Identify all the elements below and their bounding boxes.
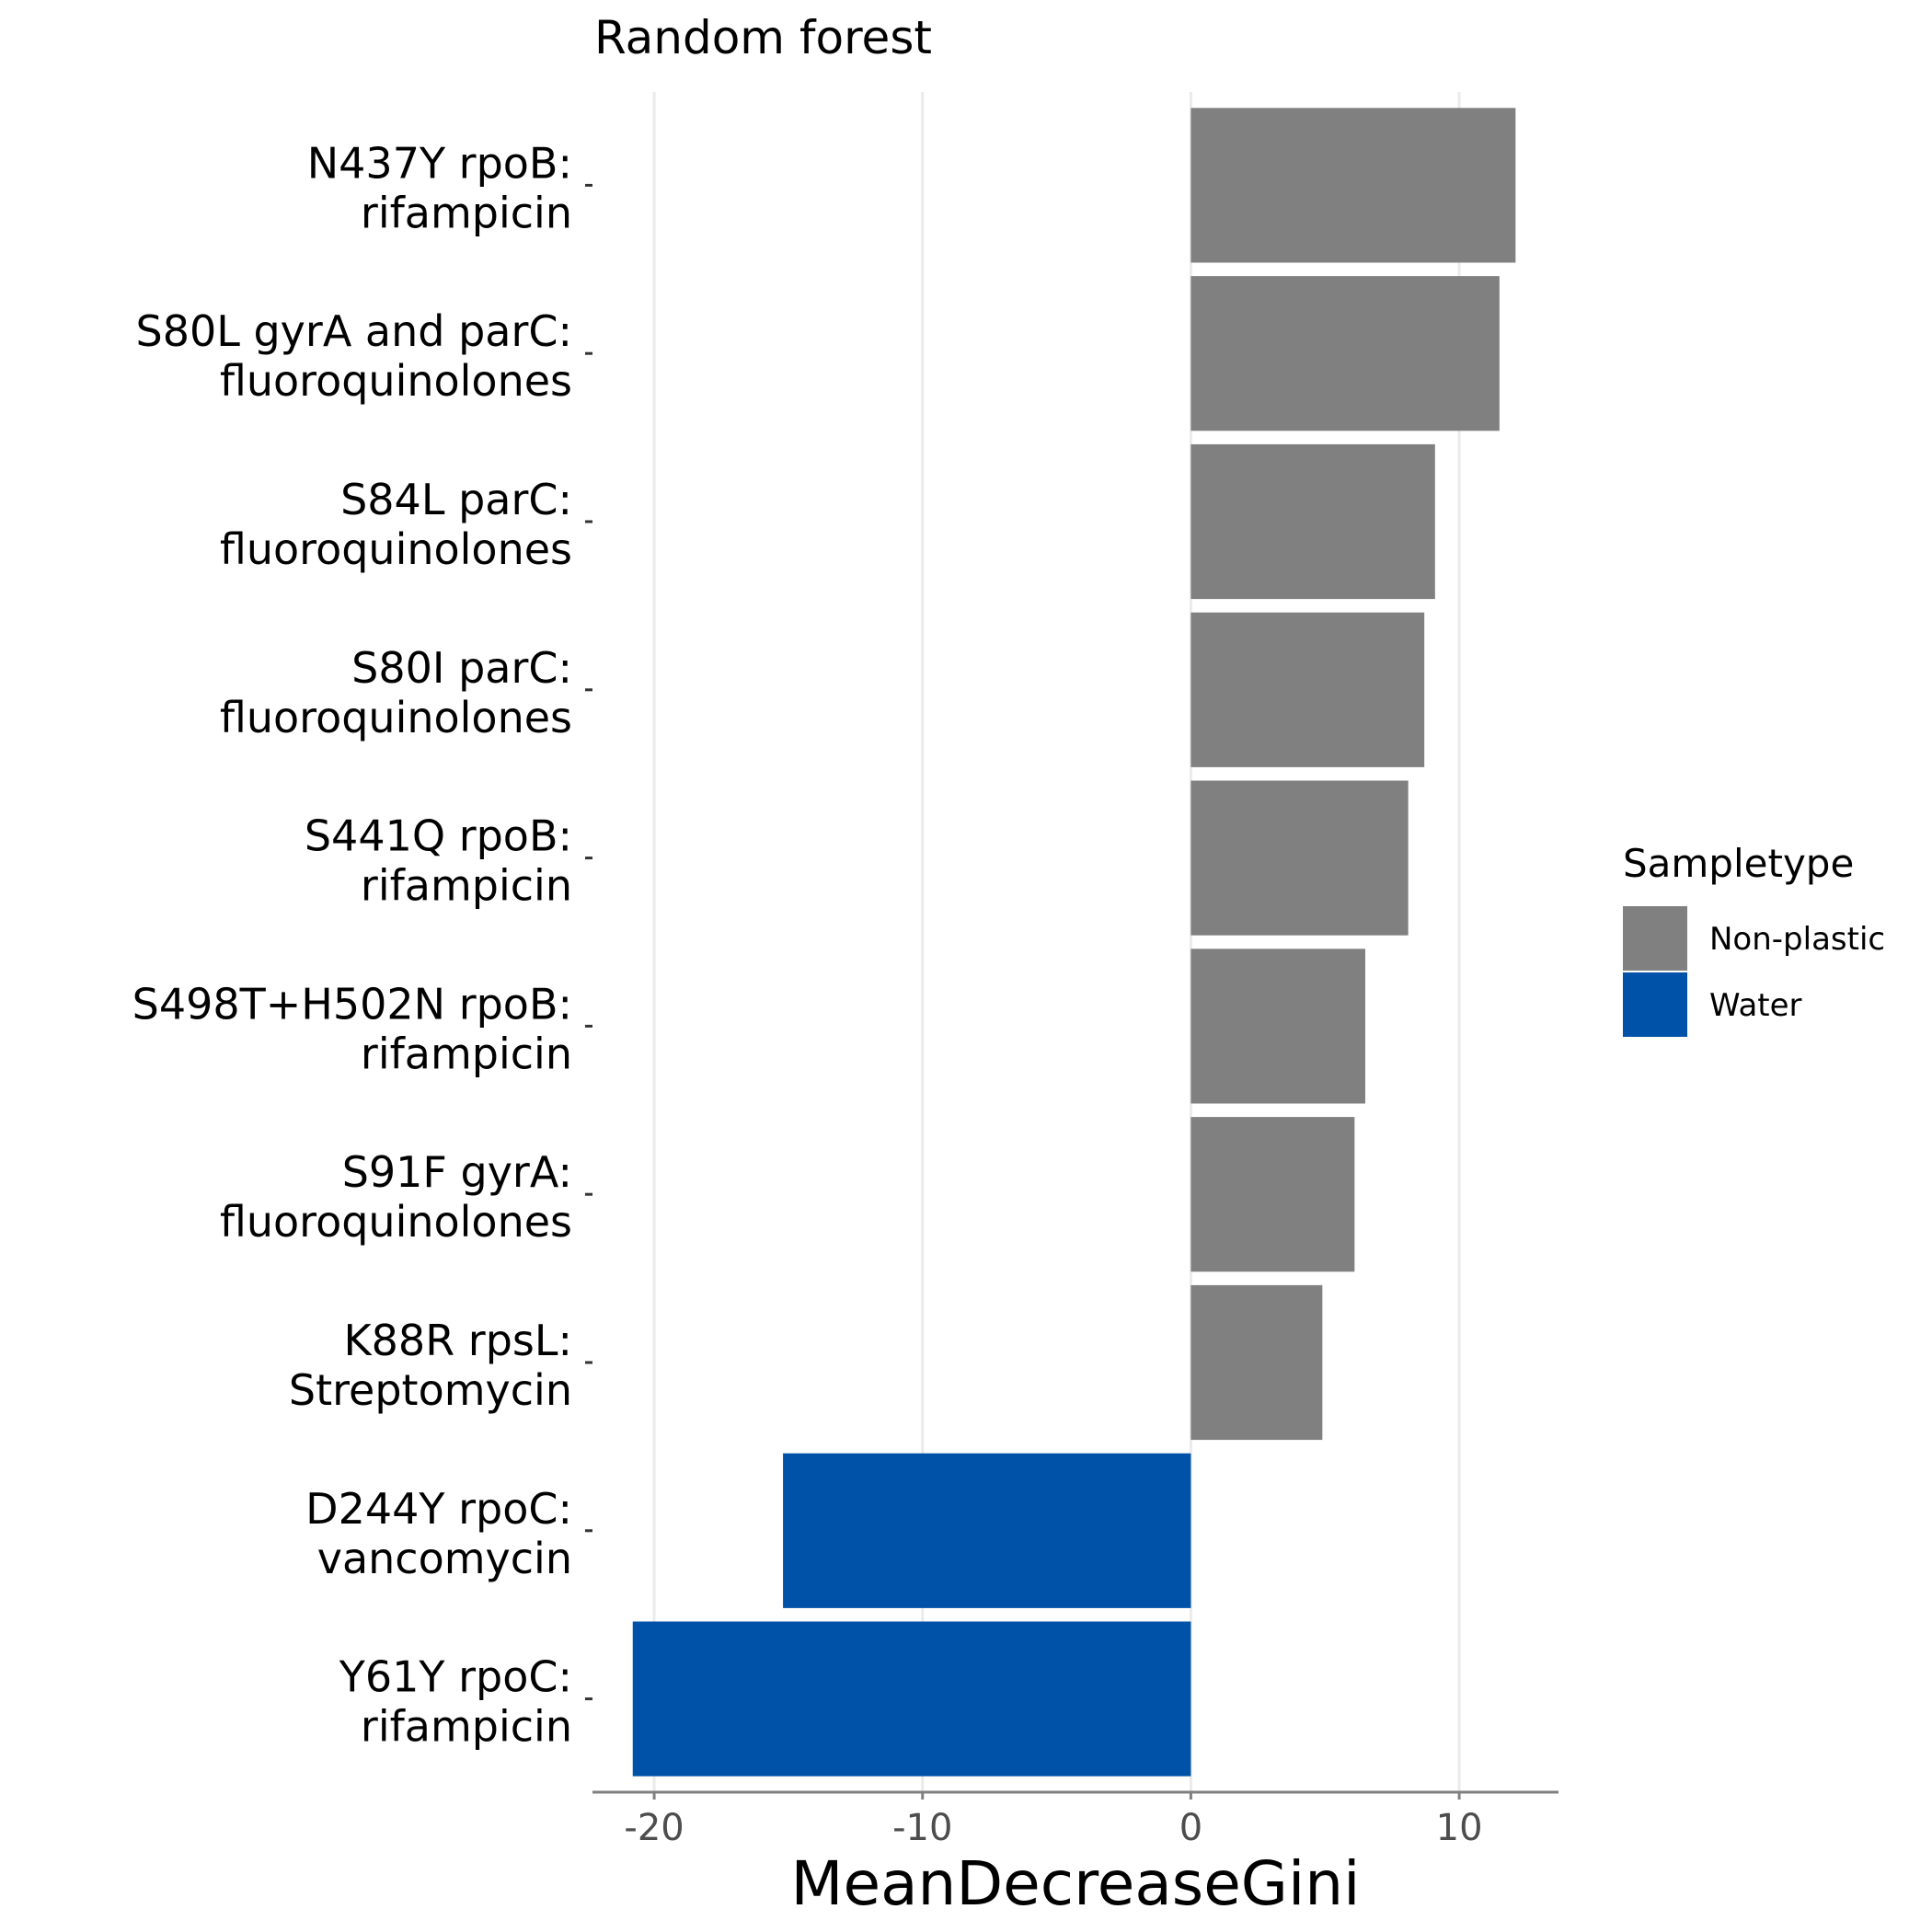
category-label-line1: K88R rpsL: [344, 1316, 573, 1365]
x-tick-label: -20 [624, 1807, 684, 1849]
category-label-line2: rifampicin [361, 1702, 572, 1752]
category-label-line2: rifampicin [361, 861, 572, 911]
legend-swatch-water [1623, 972, 1687, 1037]
category-label-line2: fluoroquinolones [220, 356, 572, 406]
legend-label-non-plastic: Non-plastic [1709, 921, 1885, 958]
chart-title: Random forest [594, 11, 932, 64]
x-tick-label: 0 [1179, 1807, 1202, 1849]
bar [1190, 443, 1435, 600]
bar [1190, 780, 1409, 936]
category-label-line2: Streptomycin [289, 1365, 572, 1415]
bar [1190, 276, 1500, 431]
bar [783, 1453, 1191, 1608]
category-label-line2: rifampicin [361, 1029, 572, 1078]
category-label-line2: fluoroquinolones [220, 1197, 572, 1247]
x-axis-ticks: -20 -10 0 10 [624, 1792, 1483, 1849]
bar [1190, 1284, 1323, 1441]
bars [632, 108, 1516, 1777]
legend-title: Sampletype [1623, 841, 1854, 886]
x-tick-label: 10 [1436, 1807, 1483, 1849]
legend-label-water: Water [1709, 987, 1802, 1024]
legend-swatch-non-plastic [1623, 906, 1687, 971]
x-tick-label: -10 [892, 1807, 952, 1849]
category-label-line1: S84L parC: [340, 475, 572, 524]
bar [1190, 612, 1425, 767]
category-label-line2: fluoroquinolones [220, 524, 572, 574]
category-label-line1: N437Y rpoB: [307, 138, 572, 188]
category-label-line1: D244Y rpoC: [305, 1484, 572, 1534]
category-label-line1: S80L gyrA and parC: [136, 306, 573, 356]
bar [1190, 949, 1365, 1104]
category-label-line1: S441Q rpoB: [305, 811, 572, 861]
bar [1190, 108, 1516, 263]
category-label-line2: rifampicin [361, 188, 572, 237]
category-label-line1: Y61Y rpoC: [339, 1652, 572, 1702]
bar [632, 1621, 1191, 1777]
category-label-line1: S498T+H502N rpoB: [132, 979, 572, 1029]
category-label-line2: vancomycin [317, 1534, 572, 1583]
category-label-line2: fluoroquinolones [220, 693, 572, 742]
category-label-line1: S91F gyrA: [342, 1147, 572, 1197]
category-label-line1: S80I parC: [351, 643, 572, 693]
x-axis-label: MeanDecreaseGini [791, 1848, 1361, 1919]
legend: Sampletype Non-plastic Water [1623, 841, 1885, 1037]
bar [1190, 1117, 1355, 1272]
